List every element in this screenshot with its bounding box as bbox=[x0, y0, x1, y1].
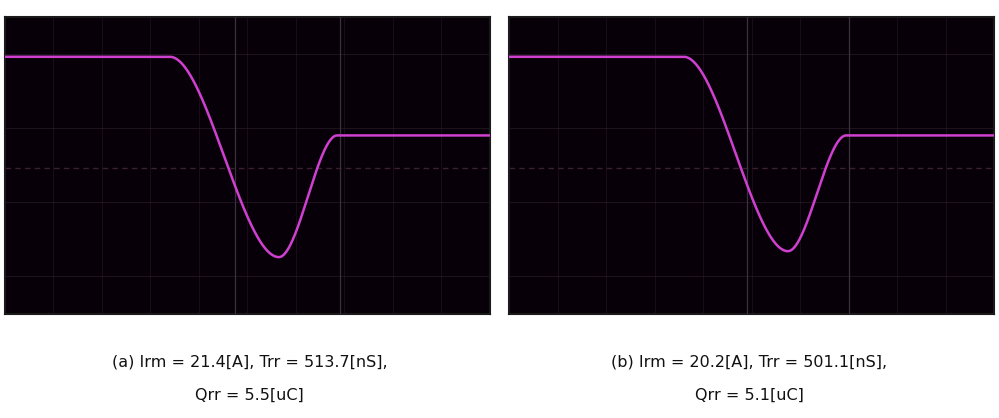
Text: (b) Irm = 20.2[A], Trr = 501.1[nS],: (b) Irm = 20.2[A], Trr = 501.1[nS], bbox=[611, 354, 887, 369]
Text: Qrr = 5.1[uC]: Qrr = 5.1[uC] bbox=[695, 387, 803, 403]
Text: Qrr = 5.5[uC]: Qrr = 5.5[uC] bbox=[196, 387, 304, 403]
Text: (a) Irm = 21.4[A], Trr = 513.7[nS],: (a) Irm = 21.4[A], Trr = 513.7[nS], bbox=[112, 354, 388, 369]
